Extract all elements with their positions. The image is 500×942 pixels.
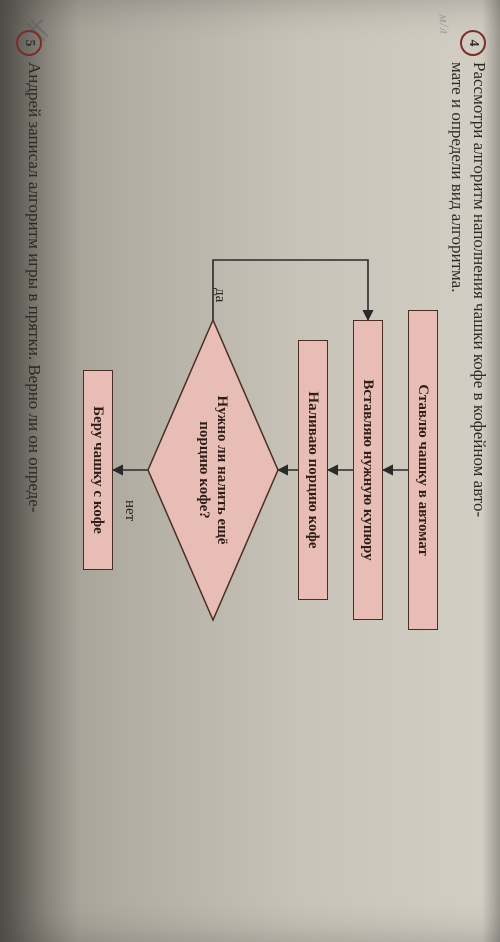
flowchart: Ставлю чашку в автомат Вставляю нужную к…: [58, 150, 438, 790]
edge-label-yes: да: [211, 288, 228, 302]
task-number-4: 4: [460, 30, 486, 56]
flow-node-step2: Вставляю нужную купюру: [353, 320, 383, 620]
task5-text: Андрей записал алгоритм игры в прятки. В…: [23, 62, 45, 922]
page-photo: 4 м/л Рассмотри алгоритм наполнения чашк…: [0, 0, 500, 942]
flow-node-step1: Ставлю чашку в автомат: [408, 310, 438, 630]
edge-label-no: нет: [121, 500, 138, 521]
task4-text: Рассмотри алгоритм наполнения чашки кофе…: [446, 62, 490, 922]
flow-node-step5: Беру чашку с кофе: [83, 370, 113, 570]
task4-line2: мате и определи вид алгоритма.: [448, 62, 467, 292]
rotated-container: 4 м/л Рассмотри алгоритм наполнения чашк…: [0, 0, 500, 942]
task4-line1: Рассмотри алгоритм наполнения чашки кофе…: [470, 62, 489, 517]
flow-decision-label: Нужно ли налить ещё порцию кофе?: [148, 320, 278, 620]
task5-line1: Андрей записал алгоритм игры в прятки. В…: [25, 62, 44, 513]
flow-node-step3: Наливаю порцию кофе: [298, 340, 328, 600]
pencil-annotation: м/л: [435, 14, 452, 35]
task-number-5: 5: [16, 30, 42, 56]
flow-node-decision: Нужно ли налить ещё порцию кофе?: [148, 320, 278, 620]
